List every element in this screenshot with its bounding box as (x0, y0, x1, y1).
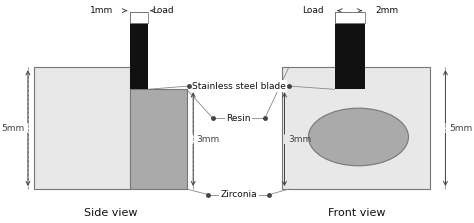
Bar (335, 12, 365, 89)
Text: Load: Load (152, 6, 173, 15)
Bar (130, 12, 147, 23)
Text: 3mm: 3mm (288, 135, 311, 144)
Bar (130, 89, 187, 189)
Ellipse shape (309, 108, 409, 166)
Text: Resin: Resin (227, 114, 251, 123)
Text: Zirconia: Zirconia (220, 190, 257, 199)
Text: Side view: Side view (84, 208, 137, 218)
Text: Load: Load (302, 6, 324, 15)
Bar (130, 12, 147, 89)
Text: Front view: Front view (328, 208, 385, 218)
Bar (283, 67, 430, 189)
Bar (35, 67, 130, 189)
Text: 1mm: 1mm (90, 6, 113, 15)
Text: 5mm: 5mm (449, 124, 472, 133)
Text: 2mm: 2mm (376, 6, 399, 15)
Text: 5mm: 5mm (1, 124, 25, 133)
Text: Stainless steel blade: Stainless steel blade (192, 82, 286, 91)
Bar (335, 12, 365, 23)
Text: 3mm: 3mm (197, 135, 220, 144)
